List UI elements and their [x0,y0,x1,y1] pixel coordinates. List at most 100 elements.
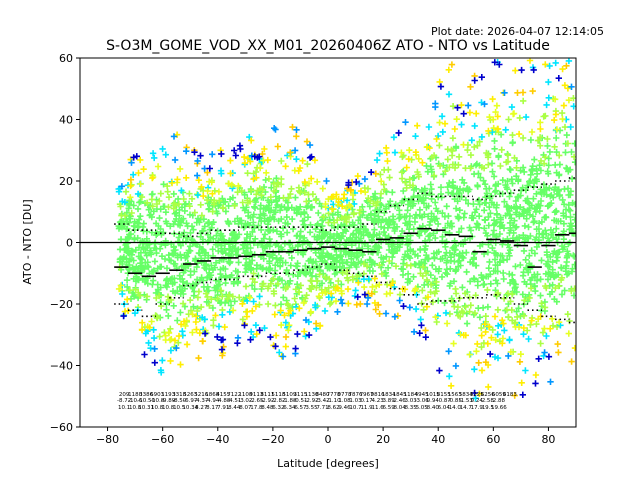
x-tick-label: 60 [486,433,500,446]
bin-annotation-text: 8.35 [405,405,418,411]
bin-annotation-text: 1015 [426,392,440,398]
bin-annotation-text: 1130 [304,392,318,398]
bin-annotation-text: -2.92 [260,398,274,404]
bin-annotation-text: 3.89 [382,398,395,404]
bin-annotation-text: 4155 [216,392,230,398]
bin-annotation-text: 7122 [227,392,241,398]
bin-annotation-text: 8.07 [239,405,252,411]
bin-annotation-text: -4.37 [194,398,209,404]
bin-annotation-text: 1.08 [338,398,351,404]
y-tick-label: 0 [66,237,73,250]
bin-annotation-text: 3225 [470,392,484,398]
bin-annotation-text: 0.17 [360,398,373,404]
x-tick-label: −20 [261,433,284,446]
bin-annotation-text: 10.8 [129,405,142,411]
bin-annotation-text: 9113 [249,392,263,398]
bin-annotation-text: 9816 [371,392,385,398]
bin-annotation-text: 14.7 [460,405,473,411]
bin-annotation-text: 9.46 [338,405,351,411]
bin-annotation-text: 8.17 [206,405,219,411]
bin-annotation-text: 11.6 [371,405,384,411]
bin-annotation-text: 17.8 [250,405,263,411]
bin-annotation-text: 7778 [327,392,341,398]
bin-annotation-text: 1108 [238,392,252,398]
bin-annotation-text: 3.55 [305,405,318,411]
bin-annotation-text: 2.46 [394,398,407,404]
y-tick-label: 20 [59,175,73,188]
bin-annotation-text: 1868 [205,392,219,398]
bin-annotation-text: 8.04 [394,405,407,411]
bin-annotation-text: -2.65 [249,398,264,404]
bin-annotation-text: -3.42 [315,398,329,404]
bin-annotation-text: -3.02 [238,398,252,404]
bin-annotation-text: 1.03 [349,398,362,404]
bin-annotation-text: 1845 [393,392,407,398]
bin-annotation-text: 7.71 [316,405,328,411]
y-axis-ticks: −60 −40 −20 0 20 40 60 [50,52,80,434]
bin-annotation-text: 19.66 [491,405,507,411]
bin-annotation-text: 3386 [139,392,153,398]
plot-date: Plot date: 2026-04-07 12:14:05 [431,25,604,38]
bin-annotation-text: 6256 [481,392,495,398]
bin-annotation-text: 10.5 [173,405,186,411]
scatter-markers-4 [116,95,576,355]
bin-annotation-text: 6.57 [294,405,307,411]
bin-annotation-text: 5834 [459,392,473,398]
bin-annotation-text: -0.85 [448,398,463,404]
bin-annotation-text: 5109 [282,392,296,398]
bin-annotation-text: 5.05 [416,405,429,411]
bin-annotation-text: 209 [119,392,130,398]
bin-annotation-text: 8.48 [261,405,274,411]
bin-annotation-text: 4.23 [371,398,384,404]
bin-annotation-text: 6.04 [438,405,451,411]
bin-annotation-text: 3115 [293,392,307,398]
y-tick-label: −20 [50,298,73,311]
scatter-markers-1 [118,83,575,385]
scatter-points [115,58,576,402]
y-axis-label: ATO - NTO [DU] [21,199,34,284]
bin-annotation-text: 1193 [161,392,175,398]
bin-annotation-text: 1180 [128,392,142,398]
bin-annotation-text: 7876 [349,392,363,398]
bin-annotation-text: 6183 [503,392,517,398]
bin-annotation-text: 3318 [172,392,186,398]
bin-annotation-text: 3.03 [405,398,418,404]
bin-annotation-text: 6.34 [283,405,296,411]
bin-annotation-text: 1184 [404,392,418,398]
bin-annotation-text: 10.8 [151,405,164,411]
bin-annotation-text: 8480 [315,392,329,398]
bin-annotation-text: 8111 [260,392,274,398]
bin-annotation-text: 0778 [338,392,352,398]
bin-annotation-text: 0.94 [427,398,440,404]
x-axis-label: Latitude [degrees] [277,457,379,470]
bin-annotation-text: 10.1 [118,405,130,411]
bin-annotation-text: -1.88 [282,398,297,404]
bin-annotation-text: 5118 [271,392,285,398]
bin-annotation-text: 17.9 [471,405,484,411]
bin-annotation-text: -2.92 [304,398,318,404]
bin-annotation-text: -3.06 [415,398,430,404]
bin-annotation-text: 5263 [183,392,197,398]
statistics-lines [80,177,576,324]
bin-annotation-text: 10.7 [349,405,362,411]
bin-annotation-text: -6.97 [183,398,198,404]
bin-annotation-text: 10.31 [138,405,154,411]
bin-annotation-text: 7.91 [217,405,229,411]
x-tick-label: 0 [325,433,332,446]
bin-annotation-text: 2.88 [493,398,506,404]
x-tick-label: 40 [431,433,445,446]
bin-annotation-text: -2.82 [271,398,285,404]
bin-annotation-text: 10.34 [182,405,198,411]
bin-annotation-text: -8.72 [117,398,131,404]
bin-annotation-text: -4.88 [216,398,231,404]
bin-annotation-text: 6903 [150,392,164,398]
bin-annotation-text: 4945 [415,392,429,398]
bin-annotation-text: -0.51 [293,398,307,404]
bin-annotation-text: 8.40 [427,405,440,411]
scatter-markers-0 [120,59,562,398]
bin-annotation-text: 6.32 [272,405,284,411]
bin-annotation-text: 2.58 [482,398,495,404]
bin-annotation-text: -9.89 [161,398,176,404]
bin-annotation-text: 11.9 [360,405,373,411]
